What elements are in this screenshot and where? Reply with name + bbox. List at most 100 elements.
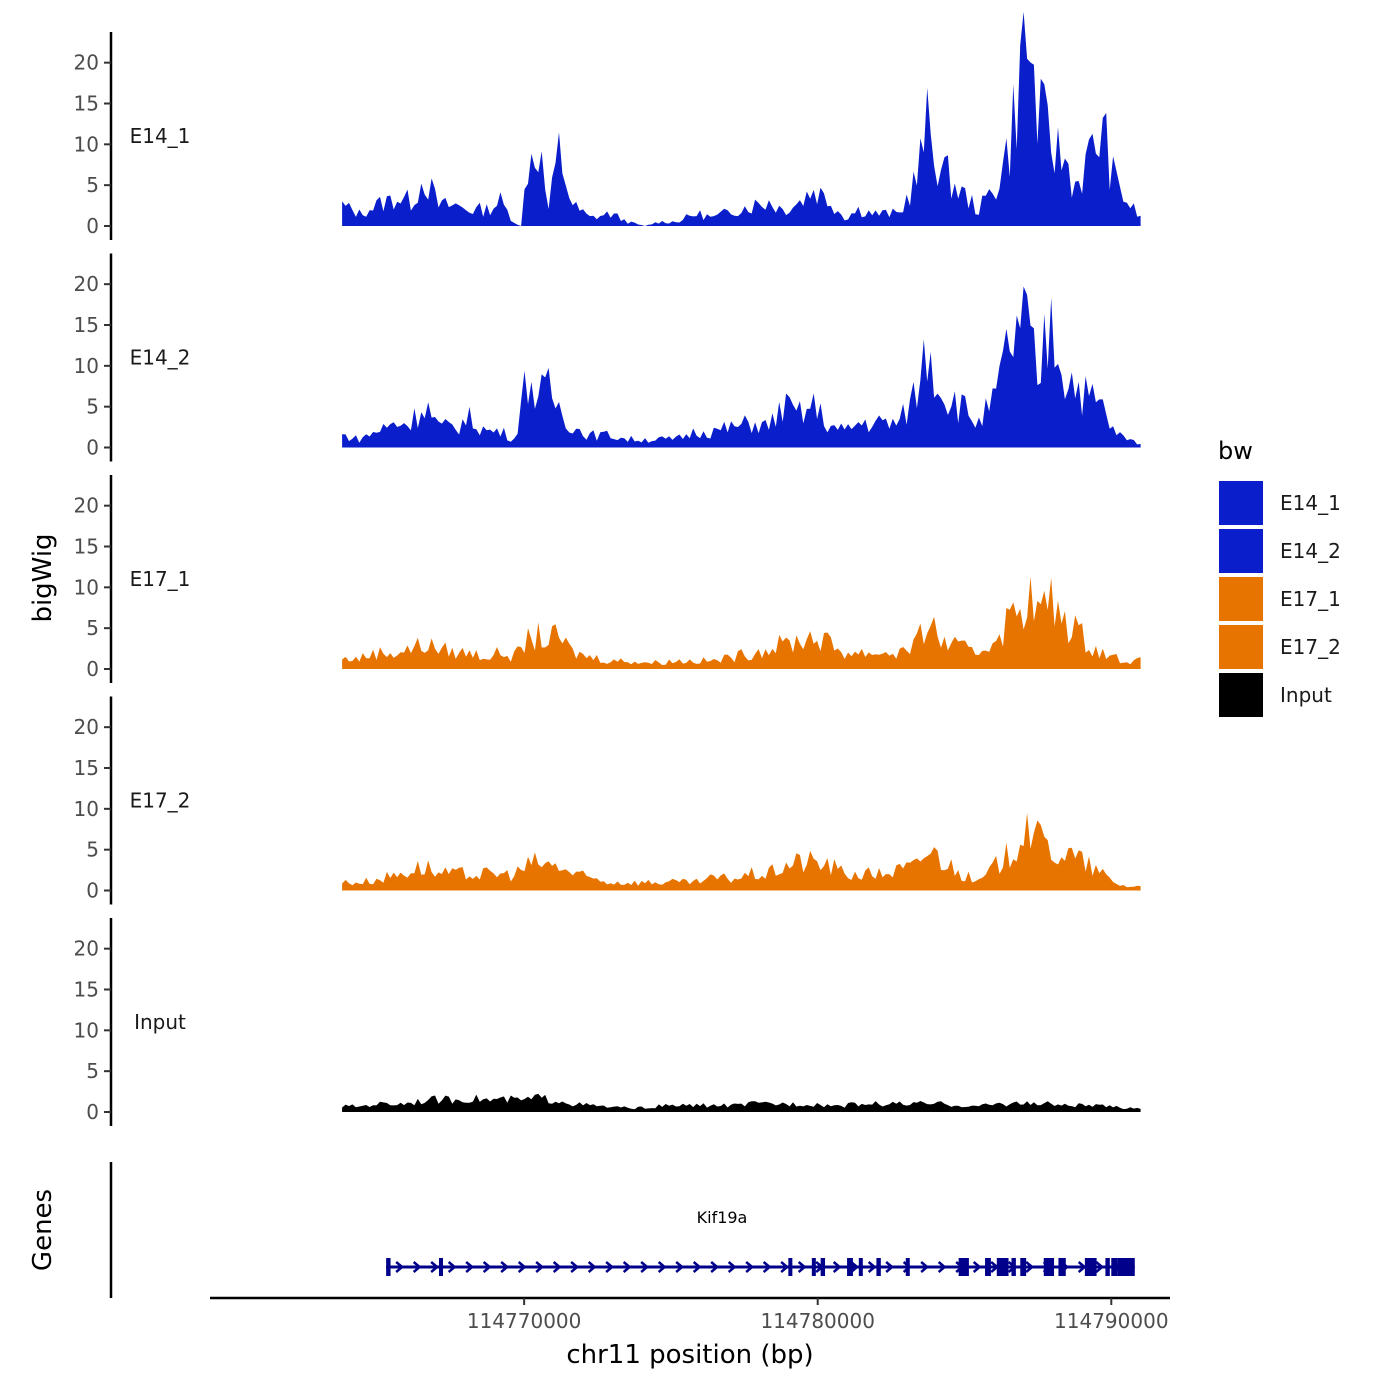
strand-arrow: [692, 1261, 702, 1273]
track-panel-e14_1: 0 5 10 15 20 E14_1: [74, 11, 1141, 240]
gene-label: Kif19a: [697, 1208, 748, 1227]
y-tick-label: 10: [74, 575, 99, 599]
gene-exon: [386, 1258, 391, 1276]
y-tick-label: 10: [74, 354, 99, 378]
x-tick-label: 114780000: [760, 1309, 875, 1333]
strand-arrow: [622, 1261, 632, 1273]
gene-exon: [1020, 1258, 1027, 1276]
gene-exon: [811, 1258, 816, 1276]
track-panel-e17_1: 0 5 10 15 20 E17_1: [74, 475, 1141, 683]
gene-exon: [1011, 1258, 1016, 1276]
y-tick-label: 0: [86, 1100, 99, 1124]
y-tick-label: 5: [86, 395, 99, 419]
strand-arrow: [885, 1261, 895, 1273]
legend-key-e14_1: [1217, 479, 1265, 527]
legend-key-input: [1217, 671, 1265, 719]
strand-arrow: [675, 1261, 685, 1273]
y-tick-label: 5: [86, 616, 99, 640]
strand-arrow: [552, 1261, 562, 1273]
y-tick-label: 20: [74, 937, 99, 961]
y-tick-label: 10: [74, 132, 99, 156]
coverage-area-input: [342, 1093, 1141, 1112]
strand-arrow: [465, 1261, 475, 1273]
y-tick-label: 0: [86, 657, 99, 681]
strand-arrow: [500, 1261, 510, 1273]
strand-arrow: [1095, 1261, 1105, 1273]
strand-arrow: [482, 1261, 492, 1273]
gene-exon: [985, 1258, 991, 1276]
gene-track: Genes Kif19a: [28, 1162, 1135, 1298]
gene-exon: [1043, 1258, 1055, 1276]
y-tick-label: 10: [74, 1018, 99, 1042]
gene-exon: [847, 1258, 853, 1276]
gene-exon: [858, 1258, 863, 1276]
legend-label: E17_2: [1280, 635, 1341, 659]
gene-exon: [820, 1258, 826, 1276]
coverage-area-e14_2: [342, 286, 1141, 448]
legend-label: Input: [1280, 683, 1332, 707]
gene-exon: [1058, 1258, 1066, 1276]
gene-exon: [788, 1258, 793, 1276]
y-tick-label: 15: [74, 313, 99, 337]
strand-arrow: [710, 1261, 720, 1273]
y-tick-label: 5: [86, 173, 99, 197]
track-panels: 05101520E14_105101520E14_205101520E17_10…: [74, 11, 1141, 1126]
x-axis: 114770000 114780000 114790000 chr11 positi…: [210, 1296, 1170, 1370]
strand-arrow: [517, 1261, 527, 1273]
strand-arrow: [535, 1261, 545, 1273]
legend-items: E14_1 E14_2 E17_1 E17_2 Input: [1217, 479, 1341, 719]
x-axis-title: chr11 position (bp): [566, 1340, 813, 1370]
y-tick-label: 20: [74, 272, 99, 296]
track-panel-input: 0 5 10 15 20 Input: [74, 918, 1141, 1126]
gene-exon: [438, 1258, 443, 1276]
legend-key-e17_2: [1217, 623, 1265, 671]
y-axis-title: bigWig: [28, 533, 58, 622]
legend-label: E17_1: [1280, 587, 1341, 611]
y-tick-label: 20: [74, 51, 99, 75]
strand-arrow: [570, 1261, 580, 1273]
strand-arrow: [1077, 1261, 1087, 1273]
y-tick-label: 15: [74, 756, 99, 780]
track-label: Input: [134, 1010, 186, 1034]
gene-model: [386, 1258, 1135, 1276]
gene-exon: [1111, 1258, 1118, 1276]
x-tick-label: 114770000: [467, 1309, 582, 1333]
x-ticks: 114770000 114780000 114790000: [467, 1298, 1169, 1333]
coverage-area-e17_1: [342, 576, 1141, 669]
strand-arrow: [412, 1261, 422, 1273]
y-tick-label: 10: [74, 797, 99, 821]
x-tick-label: 114790000: [1054, 1309, 1169, 1333]
gene-exon: [1084, 1258, 1097, 1276]
y-tick-label: 15: [74, 92, 99, 116]
track-panel-e17_2: 0 5 10 15 20 E17_2: [74, 696, 1141, 905]
track-panel-e14_2: 0 5 10 15 20 E14_2: [74, 253, 1141, 462]
strand-arrow: [762, 1261, 772, 1273]
strand-arrow: [640, 1261, 650, 1273]
strand-arrow: [972, 1261, 982, 1273]
strand-arrow: [430, 1261, 440, 1273]
y-tick-label: 20: [74, 715, 99, 739]
strand-arrow: [832, 1261, 842, 1273]
strand-arrow: [657, 1261, 667, 1273]
gene-track-title: Genes: [28, 1189, 58, 1271]
legend-label: E14_2: [1280, 539, 1341, 563]
strand-arrow: [797, 1261, 807, 1273]
strand-arrow: [920, 1261, 930, 1273]
strand-arrow: [395, 1261, 405, 1273]
y-tick-label: 15: [74, 535, 99, 559]
strand-arrow: [605, 1261, 615, 1273]
y-tick-label: 5: [86, 1059, 99, 1083]
strand-arrow: [727, 1261, 737, 1273]
gene-exon: [1105, 1258, 1110, 1276]
strand-arrow: [937, 1261, 947, 1273]
coverage-area-e14_1: [342, 11, 1141, 227]
strand-arrow: [587, 1261, 597, 1273]
track-label: E17_2: [130, 789, 191, 813]
gene-exon: [876, 1258, 881, 1276]
y-tick-label: 0: [86, 436, 99, 460]
y-tick-label: 15: [74, 978, 99, 1002]
track-label: E14_1: [130, 124, 191, 148]
gene-exon: [958, 1258, 969, 1276]
strand-arrow: [850, 1261, 860, 1273]
